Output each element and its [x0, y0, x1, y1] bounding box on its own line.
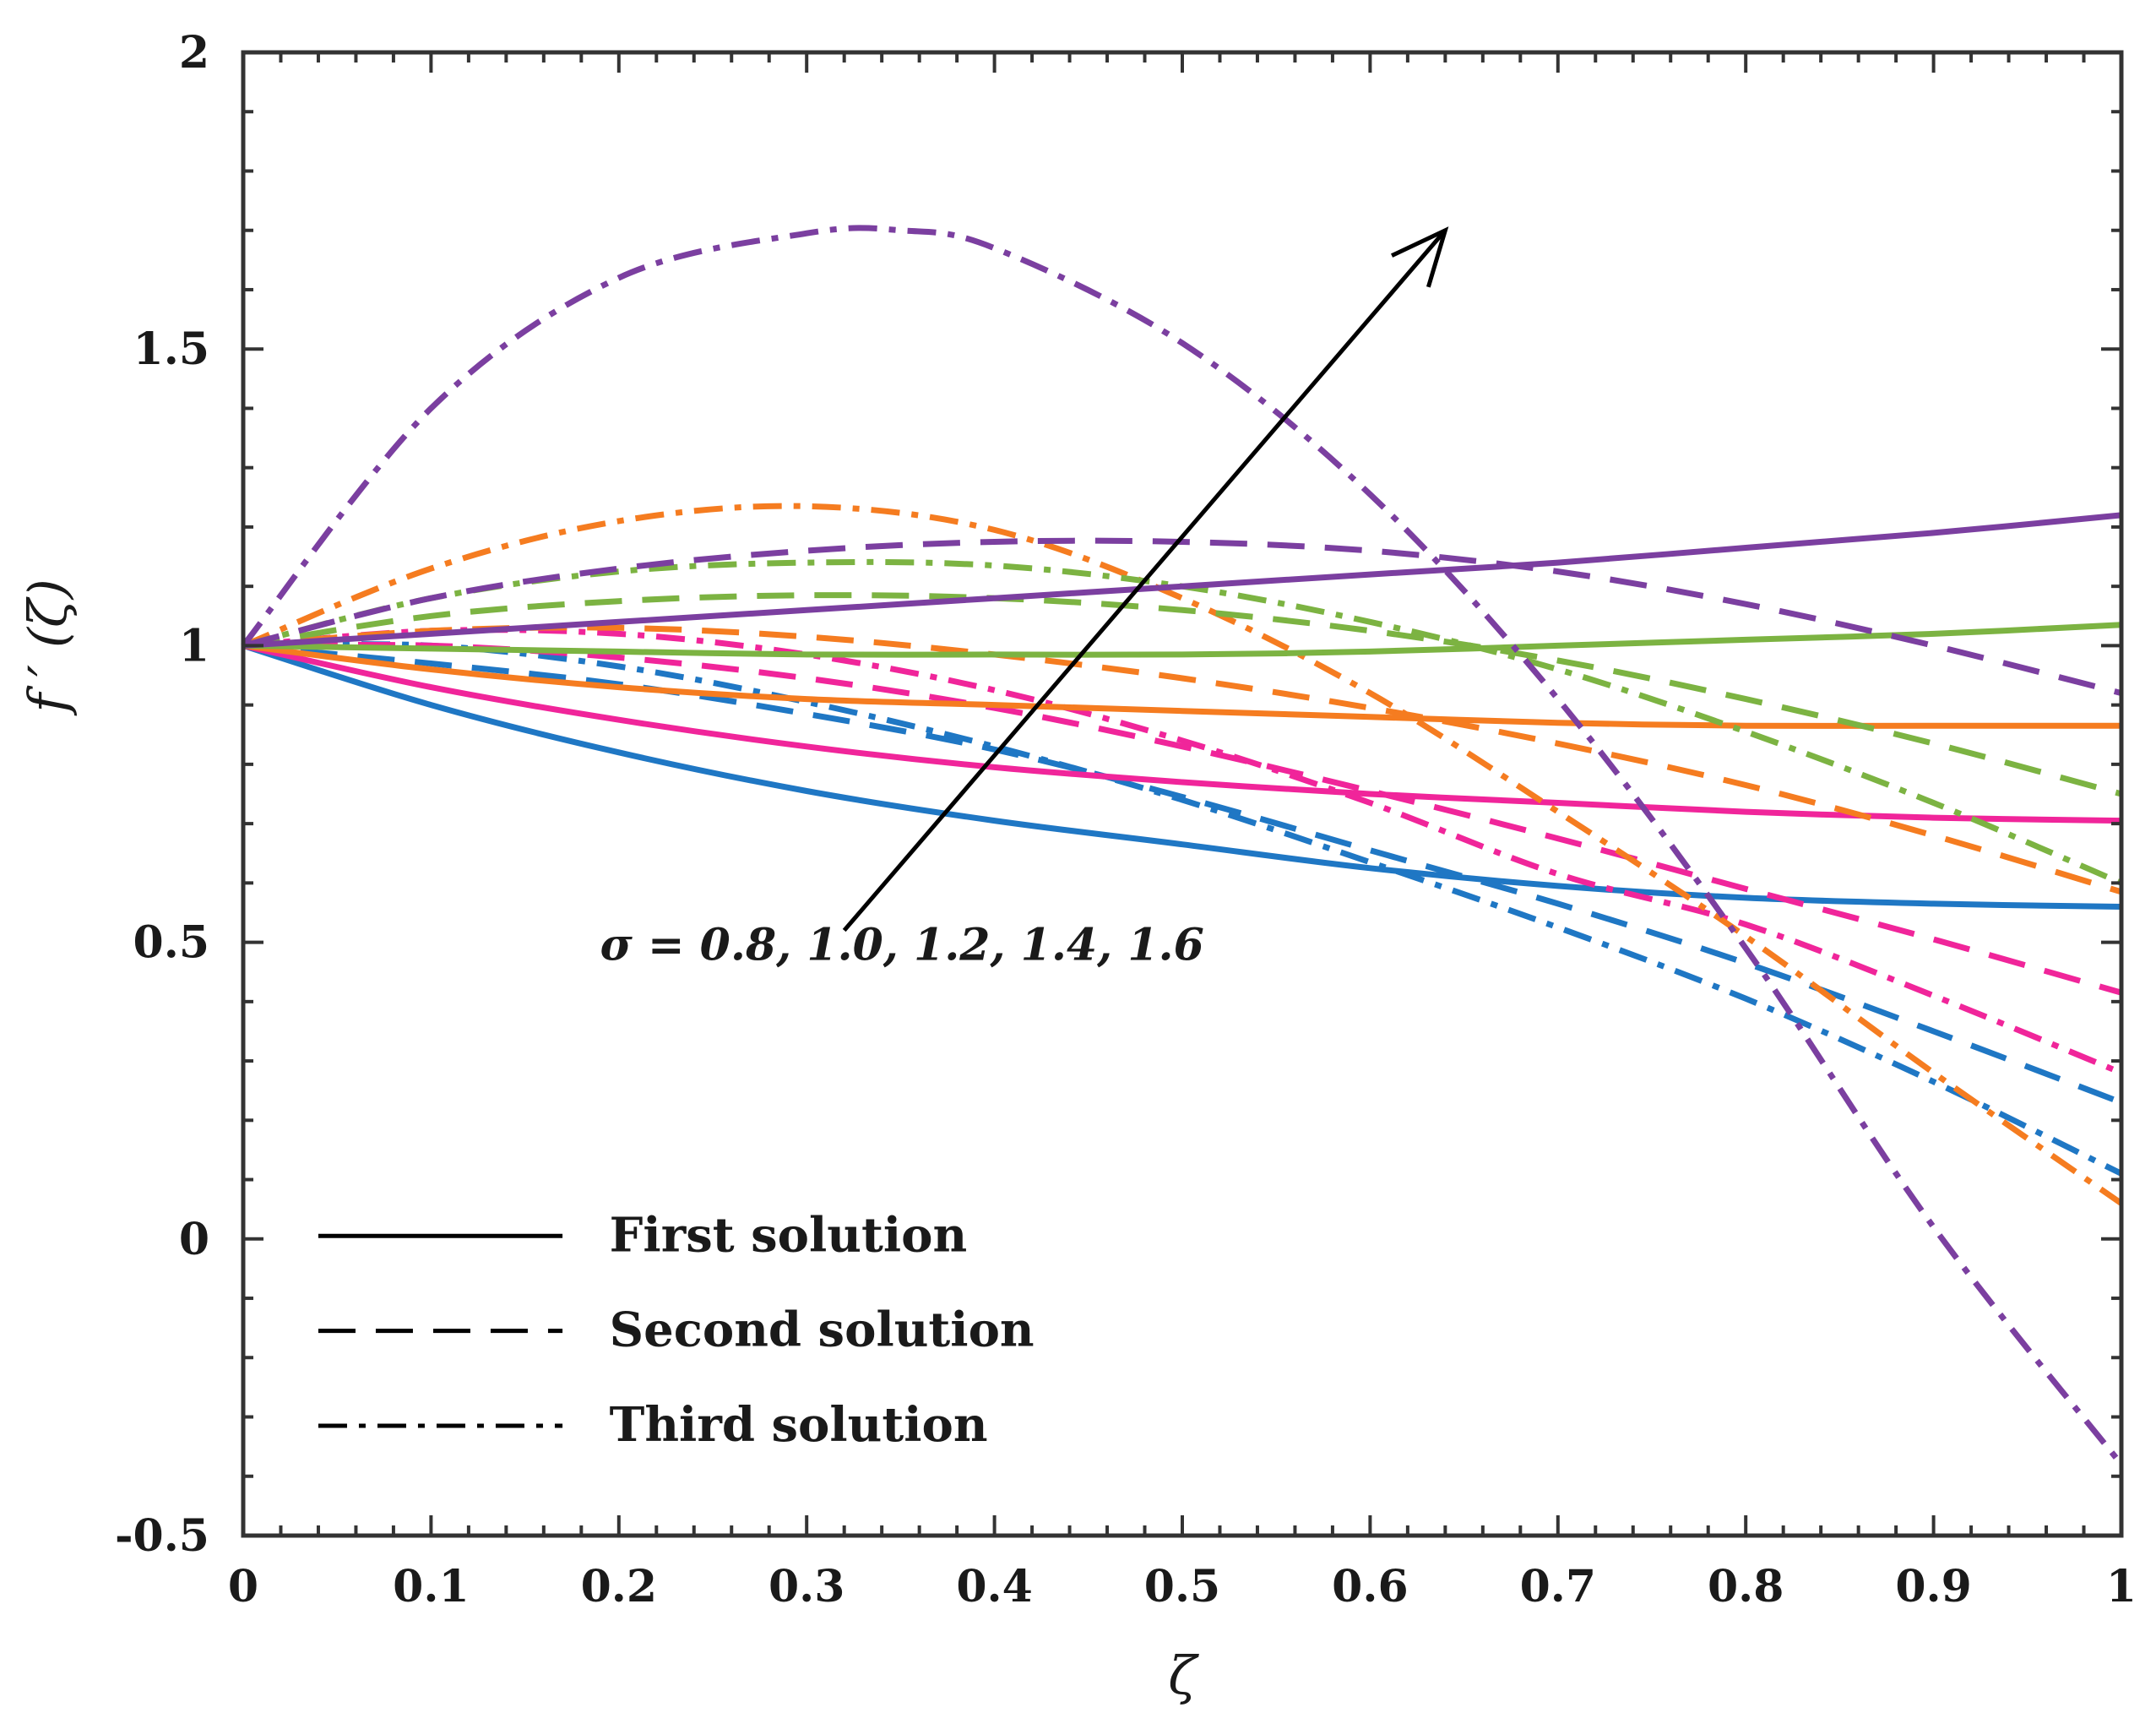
series-line-sigma-1-2-first [242, 642, 2121, 729]
x-axis-title: ζ [1168, 1645, 1199, 1706]
series-line-sigma-1-third [242, 627, 2123, 1076]
sigma-arrow-head [1390, 226, 1449, 288]
series-line-sigma-1-6-third [241, 225, 2124, 1466]
x-tick-label: 0 [228, 1561, 258, 1612]
y-tick-label: 2 [179, 27, 209, 79]
x-tick-label: 0.6 [1332, 1561, 1408, 1612]
x-tick-label: 0.2 [581, 1561, 657, 1612]
x-tick-label: 0.1 [393, 1561, 469, 1612]
series-line-sigma-0-8-second [242, 642, 2123, 1106]
series-line-sigma-1-6-second [242, 537, 2122, 696]
x-tick-label: 1 [2106, 1561, 2137, 1612]
x-tick-label: 0.7 [1520, 1561, 1596, 1612]
y-axis-title: f ′ (ζ) [17, 579, 79, 715]
series-line-sigma-1-4-second [242, 592, 2122, 797]
y-tick-label: 1 [179, 620, 209, 671]
x-tick-label: 0.5 [1144, 1561, 1220, 1612]
series-line-sigma-0-8-first [242, 643, 2122, 910]
tick-layer: 0 0.1 0.2 0.3 0.4 0.5 0.6 0.7 0.8 0.9 1 -0.5 0 0.5 1 1.… [115, 27, 2137, 1612]
series-line-sigma-1-2-second [242, 624, 2123, 895]
y-tick-label: 1.5 [133, 324, 209, 375]
sigma-annotation: σ = 0.8, 1.0, 1.2, 1.4, 1.6 [600, 920, 1204, 971]
legend-label-second: Second solution [610, 1302, 1035, 1358]
y-tick-label: 0 [179, 1214, 209, 1265]
series-line-sigma-1-first [242, 642, 2122, 824]
series-line-sigma-1-second [242, 641, 2122, 996]
legend-label-first: First solution [610, 1207, 967, 1263]
legend: First solution Second solution Third sol… [318, 1207, 1035, 1453]
series-line-sigma-1-6-first [242, 512, 2122, 649]
x-tick-label: 0.4 [956, 1561, 1032, 1612]
series-line-sigma-1-4-first [242, 622, 2122, 658]
x-tick-label: 0.3 [768, 1561, 844, 1612]
y-tick-label: 0.5 [133, 917, 209, 969]
sigma-arrow-line [842, 229, 1447, 932]
series-layer [241, 225, 2124, 1466]
series-line-sigma-0-8-third [242, 641, 2123, 1177]
series-line-sigma-1-2-third [242, 503, 2123, 1206]
annotation-layer: σ = 0.8, 1.0, 1.2, 1.4, 1.6 [600, 226, 1449, 971]
y-tick-label: -0.5 [115, 1510, 209, 1562]
legend-label-third: Third solution [610, 1397, 988, 1453]
x-tick-label: 0.9 [1895, 1561, 1971, 1612]
x-tick-label: 0.8 [1708, 1561, 1784, 1612]
